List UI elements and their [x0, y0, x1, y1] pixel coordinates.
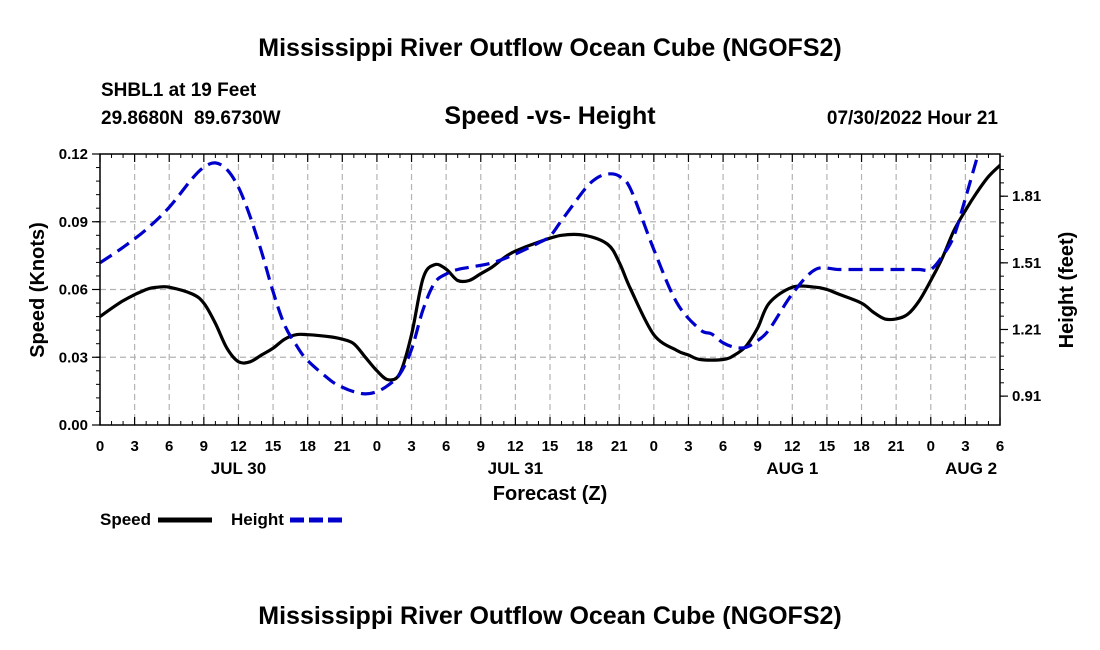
left-axis: 0.00 0.03 0.06 0.09 0.12	[59, 146, 100, 434]
x-tick-label: 6	[165, 438, 173, 455]
y-axis-label-right: Height (feet)	[1056, 232, 1078, 349]
x-tick-label: 15	[265, 438, 282, 455]
height-series-line	[100, 154, 980, 396]
legend: Speed Height	[100, 510, 342, 529]
x-tick-label: 18	[576, 438, 593, 455]
coordinates-label: 29.8680N 89.6730W	[101, 108, 281, 129]
y-right-tick-label: 0.91	[1012, 388, 1041, 405]
x-tick-label: 6	[996, 438, 1004, 455]
x-tick-label: 3	[130, 438, 138, 455]
x-tick-label: 6	[719, 438, 727, 455]
y-right-tick-label: 1.21	[1012, 321, 1041, 338]
x-tick-label: 3	[407, 438, 415, 455]
x-tick-label: 12	[230, 438, 247, 455]
x-tick-label: 9	[200, 438, 208, 455]
x-tick-label: 12	[784, 438, 801, 455]
date-label: JUL 30	[211, 459, 266, 478]
date-label: AUG 1	[766, 459, 818, 478]
x-tick-label: 21	[611, 438, 628, 455]
x-tick-label: 3	[961, 438, 969, 455]
x-tick-label: 0	[650, 438, 658, 455]
chart-title: Mississippi River Outflow Ocean Cube (NG…	[258, 34, 841, 62]
x-tick-label: 18	[853, 438, 870, 455]
chart-subtitle: Speed -vs- Height	[444, 102, 656, 130]
x-tick-label: 0	[96, 438, 104, 455]
speed-series-line	[100, 163, 1000, 382]
x-tick-label: 15	[542, 438, 559, 455]
x-tick-label: 3	[684, 438, 692, 455]
station-label: SHBL1 at 19 Feet	[101, 80, 257, 101]
x-tick-label: 9	[754, 438, 762, 455]
x-tick-label: 0	[373, 438, 381, 455]
date-label: JUL 31	[488, 459, 543, 478]
y-right-tick-label: 1.51	[1012, 255, 1041, 272]
x-tick-label: 6	[442, 438, 450, 455]
y-left-tick-label: 0.09	[59, 214, 88, 231]
y-left-tick-label: 0.06	[59, 282, 88, 299]
x-tick-label: 9	[477, 438, 485, 455]
x-tick-label: 21	[334, 438, 351, 455]
x-tick-label: 12	[507, 438, 524, 455]
y-left-tick-label: 0.12	[59, 146, 88, 163]
y-axis-label-left: Speed (Knots)	[27, 222, 49, 358]
right-axis: 0.91 1.21 1.51 1.81	[1000, 155, 1041, 405]
grid	[100, 154, 1000, 425]
legend-speed-label: Speed	[100, 510, 151, 529]
datetime-label: 07/30/2022 Hour 21	[827, 108, 999, 129]
x-tick-label: 18	[299, 438, 316, 455]
legend-height-label: Height	[231, 510, 284, 529]
y-left-tick-label: 0.00	[59, 417, 88, 434]
date-label: AUG 2	[945, 459, 997, 478]
x-tick-label: 15	[819, 438, 836, 455]
x-axis-label: Forecast (Z)	[493, 483, 607, 505]
x-tick-label: 0	[927, 438, 935, 455]
plot-frame	[99, 153, 1001, 426]
y-left-tick-label: 0.03	[59, 349, 88, 366]
footer-title: Mississippi River Outflow Ocean Cube (NG…	[258, 602, 841, 630]
x-tick-label: 21	[888, 438, 905, 455]
y-right-tick-label: 1.81	[1012, 188, 1041, 205]
